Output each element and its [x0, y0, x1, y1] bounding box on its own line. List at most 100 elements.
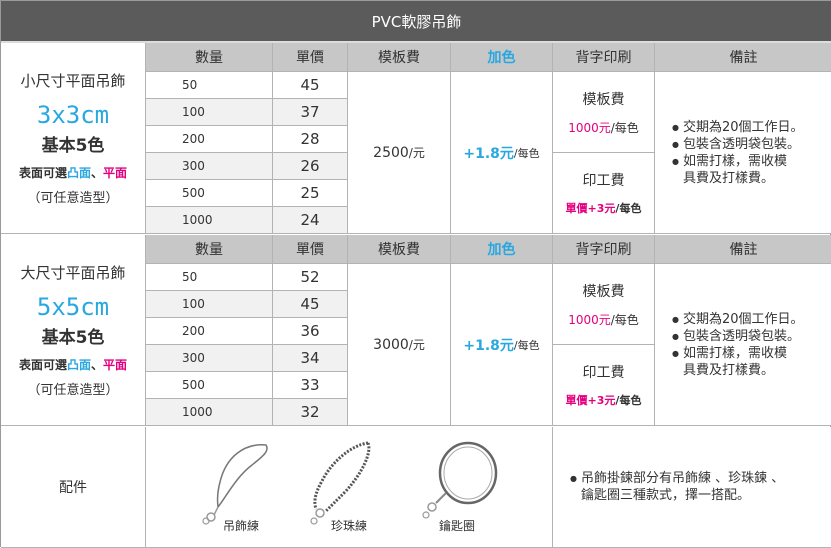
- back-print-label: 印工費: [582, 365, 625, 381]
- qty-cell: 200: [146, 126, 273, 153]
- surface-sep: 、: [91, 358, 104, 372]
- section-base-colors: 基本5色: [41, 328, 105, 348]
- price-cell: 34: [273, 345, 348, 372]
- mold-fee-cell: 2500/元: [348, 72, 451, 234]
- header-add-color: 加色: [451, 43, 553, 72]
- section-size: 3x3cm: [36, 101, 110, 129]
- surface-option-1: 凸面: [66, 358, 91, 372]
- mold-fee-value: 3000: [373, 336, 409, 353]
- mold-fee-unit: /元: [408, 146, 425, 160]
- price-cell: 33: [273, 372, 348, 399]
- price-cell: 32: [273, 399, 348, 426]
- remark-item: 交期為20個工作日。: [672, 119, 804, 136]
- qty-cell: 100: [146, 291, 273, 318]
- accessories-label: 配件: [1, 427, 146, 548]
- remark-item: 如需打樣，需收模: [672, 345, 804, 362]
- header-mold-fee: 模板費: [348, 43, 451, 72]
- section-name: 小尺寸平面吊飾: [20, 72, 126, 90]
- mold-fee-cell: 3000/元: [348, 264, 451, 426]
- qty-cell: 200: [146, 318, 273, 345]
- lanyard-strap-icon: [202, 444, 268, 525]
- mold-fee-value: 2500: [373, 144, 409, 161]
- header-mold-fee: 模板費: [348, 235, 451, 264]
- section-note: （可任意造型）: [27, 383, 119, 398]
- qty-cell: 300: [146, 345, 273, 372]
- remark-item: 包裝含透明袋包裝。: [672, 136, 804, 153]
- qty-cell: 500: [146, 372, 273, 399]
- section-base-colors: 基本5色: [41, 136, 105, 156]
- surface-prefix: 表面可選: [18, 166, 67, 180]
- surface-prefix: 表面可選: [18, 358, 67, 372]
- section-name: 大尺寸平面吊飾: [20, 264, 126, 282]
- back-print-label: 印工費: [582, 173, 625, 189]
- section-info: 小尺寸平面吊飾 3x3cm 基本5色 表面可選凸面、平面 （可任意造型）: [1, 43, 146, 234]
- remark-item: 具費及打樣費。: [683, 170, 775, 186]
- accessories-note-line2: 鑰匙圈三種款式，擇一搭配。: [581, 488, 751, 503]
- back-print-cell: 印工費 單價+3元/每色: [553, 153, 655, 234]
- back-print-unit: /每色: [615, 394, 642, 407]
- accessory-caption-strap: 吊飾練: [223, 519, 260, 533]
- qty-cell: 50: [146, 72, 273, 99]
- add-color-cell: +1.8元/每色: [451, 264, 553, 426]
- accessories-note: ● 吊飾掛鍊部分有吊飾練 、珍珠鍊 、 鑰匙圈三種款式，擇一搭配。: [553, 427, 831, 548]
- back-mold-value: 1000元: [568, 312, 611, 327]
- price-cell: 52: [273, 264, 348, 291]
- back-mold-unit: /每色: [610, 120, 639, 135]
- key-ring-icon: [422, 441, 498, 519]
- qty-cell: 300: [146, 153, 273, 180]
- qty-cell: 50: [146, 264, 273, 291]
- header-unit-price: 單價: [273, 235, 348, 264]
- add-color-cell: +1.8元/每色: [451, 72, 553, 234]
- price-cell: 45: [273, 72, 348, 99]
- price-cell: 37: [273, 99, 348, 126]
- price-cell: 36: [273, 318, 348, 345]
- price-cell: 26: [273, 153, 348, 180]
- section-info: 大尺寸平面吊飾 5x5cm 基本5色 表面可選凸面、平面 （可任意造型）: [1, 235, 146, 426]
- header-back-print: 背字印刷: [553, 43, 655, 72]
- back-mold-unit: /每色: [610, 312, 639, 327]
- accessory-caption-ring: 鑰匙圈: [439, 519, 476, 533]
- add-color-value: +1.8元: [463, 337, 514, 354]
- header-back-print: 背字印刷: [553, 235, 655, 264]
- back-print-value: 單價+3元: [565, 202, 616, 215]
- price-cell: 45: [273, 291, 348, 318]
- price-cell: 28: [273, 126, 348, 153]
- header-remarks: 備註: [655, 235, 831, 264]
- price-cell: 24: [273, 207, 348, 234]
- section-surface: 表面可選凸面、平面: [19, 164, 127, 181]
- back-print-cell: 印工費 單價+3元/每色: [553, 345, 655, 426]
- add-color-value: +1.8元: [463, 145, 514, 162]
- qty-cell: 1000: [146, 399, 273, 426]
- header-remarks: 備註: [655, 43, 831, 72]
- add-color-unit: /每色: [513, 338, 540, 352]
- qty-cell: 1000: [146, 207, 273, 234]
- accessories-note-line1: 吊飾掛鍊部分有吊飾練 、珍珠鍊 、: [581, 471, 785, 486]
- surface-option-2: 平面: [103, 358, 128, 372]
- remark-item: 具費及打樣費。: [683, 362, 775, 378]
- surface-option-1: 凸面: [66, 166, 91, 180]
- remark-item: 交期為20個工作日。: [672, 311, 804, 328]
- header-add-color: 加色: [451, 235, 553, 264]
- bead-chain-icon: [310, 441, 371, 525]
- surface-sep: 、: [91, 166, 104, 180]
- surface-option-2: 平面: [103, 166, 128, 180]
- back-mold-cell: 模板費 1000元/每色: [553, 264, 655, 345]
- section-size: 5x5cm: [36, 293, 110, 321]
- qty-cell: 100: [146, 99, 273, 126]
- back-mold-label: 模板費: [582, 283, 625, 300]
- back-print-value: 單價+3元: [565, 394, 616, 407]
- remark-item: 包裝含透明袋包裝。: [672, 328, 804, 345]
- back-print-unit: /每色: [615, 202, 642, 215]
- add-color-unit: /每色: [513, 146, 540, 160]
- qty-cell: 500: [146, 180, 273, 207]
- header-qty: 數量: [146, 235, 273, 264]
- remark-item: 如需打樣，需收模: [672, 153, 804, 170]
- price-cell: 25: [273, 180, 348, 207]
- header-unit-price: 單價: [273, 43, 348, 72]
- mold-fee-unit: /元: [408, 338, 425, 352]
- table-title: PVC軟膠吊飾: [1, 1, 831, 43]
- back-mold-cell: 模板費 1000元/每色: [553, 72, 655, 153]
